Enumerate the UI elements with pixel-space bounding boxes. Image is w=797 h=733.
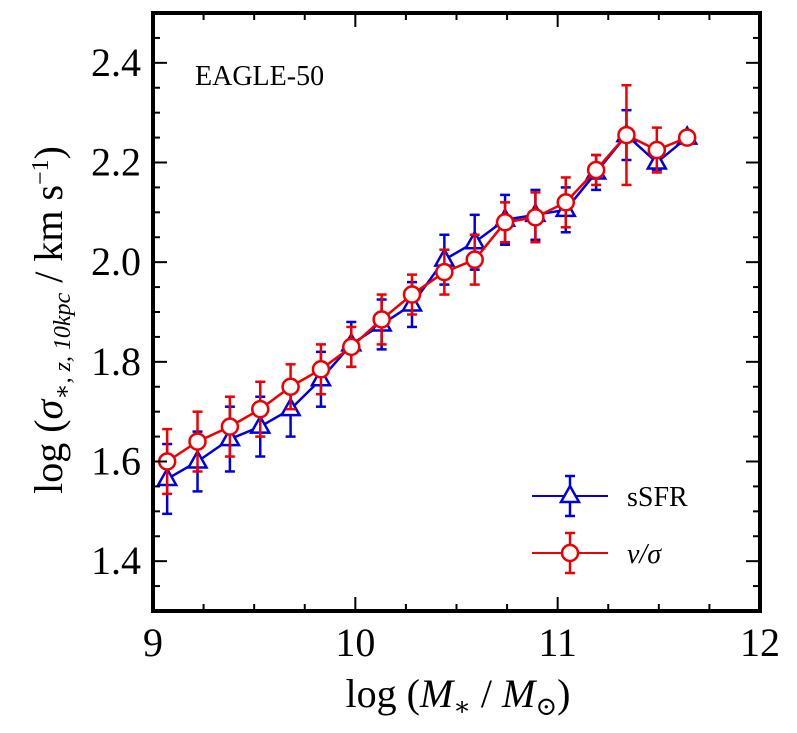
annotation-label: EAGLE-50: [195, 61, 324, 92]
data-point-v-sigma: [311, 360, 331, 379]
x-tick-label: 9: [143, 620, 163, 665]
y-tick-label: 2.2: [91, 140, 141, 185]
data-point-v-sigma: [435, 262, 454, 282]
x-label-prefix: log (: [345, 671, 419, 716]
y-label-sup: −1: [28, 159, 54, 185]
y-tick-label: 1.8: [91, 339, 141, 384]
y-axis-label: log (σ∗, z, 10kpc / km s−1): [26, 146, 76, 494]
legend-item-v-sigma: v/σ: [532, 531, 662, 575]
data-point-v-sigma: [556, 193, 576, 212]
y-label-prefix: log (: [26, 419, 71, 493]
data-point-v-sigma: [495, 213, 515, 232]
series-layer: [156, 84, 699, 516]
legend: sSFR v/σ: [532, 474, 688, 575]
data-point-v-sigma: [586, 160, 606, 180]
x-label-sub1: ∗: [453, 692, 471, 721]
data-point-v-sigma: [281, 377, 300, 396]
y-tick-label: 1.6: [91, 439, 141, 484]
series-line-ssfr: [166, 133, 688, 481]
y-label-sigma: σ: [26, 398, 71, 419]
plot-frame: [151, 11, 762, 613]
data-point-v-sigma: [677, 128, 697, 147]
x-label-slash: /: [471, 671, 502, 716]
data-point-v-sigma: [526, 208, 545, 227]
legend-label-v-sigma: v/σ: [627, 539, 662, 570]
series-line-v-sigma: [166, 133, 688, 463]
y-label-suffix: / km s: [26, 185, 71, 293]
x-axis-label: log (M∗ / M⊙): [345, 671, 570, 721]
data-point-v-sigma: [220, 417, 240, 436]
data-point-v-sigma: [617, 125, 636, 145]
data-point-v-sigma: [647, 140, 667, 160]
x-label-m2: M: [501, 671, 538, 716]
data-point-v-sigma: [372, 310, 391, 329]
data-point-v-sigma: [342, 337, 361, 357]
legend-item-ssfr: sSFR: [532, 474, 688, 518]
axis-ticks: 9 10 11 12 1.4 1.6 1.8 2.0 2.2 2.4: [91, 12, 780, 665]
data-point-v-sigma: [188, 432, 207, 451]
x-tick-label: 11: [538, 620, 577, 665]
y-tick-label: 2.4: [91, 40, 141, 85]
legend-label-ssfr: sSFR: [627, 482, 688, 513]
y-tick-label: 2.0: [91, 239, 141, 284]
data-point-v-sigma: [402, 285, 422, 304]
x-tick-label: 12: [740, 620, 780, 665]
data-point-v-sigma: [250, 399, 270, 419]
series-ssfr: [156, 108, 699, 516]
x-label-suffix: ): [557, 671, 570, 716]
x-label-m: M: [419, 671, 456, 716]
x-tick-label: 10: [335, 620, 375, 665]
legend-marker-circle: [560, 543, 580, 563]
series-v-sigma: [157, 84, 697, 496]
x-label-sub2: ⊙: [535, 692, 557, 721]
legend-marker-triangle: [558, 483, 582, 504]
data-point-v-sigma: [465, 250, 484, 269]
y-label-sub: ∗, z, 10kpc: [50, 292, 76, 399]
y-label-close: ): [26, 146, 71, 159]
y-tick-label: 1.4: [91, 538, 141, 583]
